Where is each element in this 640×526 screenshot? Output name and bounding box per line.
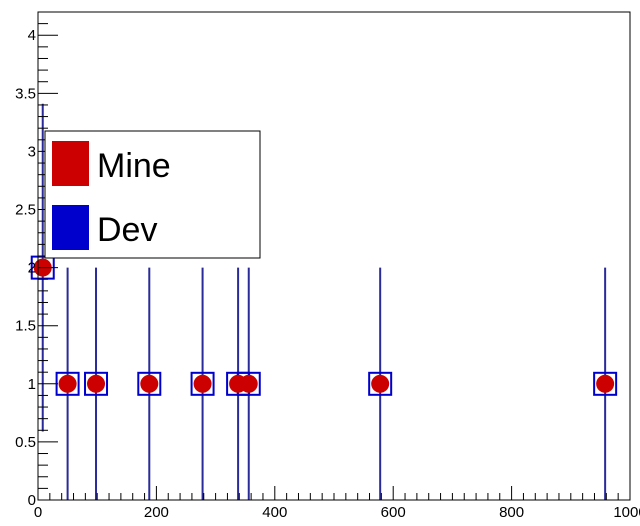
legend-swatch-dev [52,205,89,250]
y-tick-label: 1.5 [15,318,36,335]
y-tick-label: 1 [28,376,36,393]
x-tick-label: 200 [144,504,169,521]
x-tick-label: 800 [499,504,524,521]
mine-point [87,374,106,393]
legend-label-dev: Dev [97,211,157,249]
y-tick-label: 0 [28,492,36,509]
mine-point [239,374,258,393]
y-tick-label: 4 [28,27,36,44]
y-tick-label: 0.5 [15,434,36,451]
mine-point [58,374,77,393]
mine-point [193,374,212,393]
x-tick-label: 0 [34,504,42,521]
legend-label-mine: Mine [97,147,171,185]
x-tick-label: 600 [381,504,406,521]
mine-point [596,374,615,393]
y-tick-label: 3.5 [15,85,36,102]
axes [37,11,631,501]
mine-point [371,374,390,393]
y-tick-label: 2.5 [15,202,36,219]
dev-point [190,371,215,396]
legend: Mine Dev [44,130,261,259]
mine-point [140,374,159,393]
y-tick-label: 2 [28,260,36,277]
dev-point [593,371,618,396]
y-tick-label: 3 [28,143,36,160]
markers [30,255,618,396]
dev-point [84,371,109,396]
legend-swatch-mine [52,141,89,186]
x-tick-label: 400 [262,504,287,521]
dev-point [137,371,162,396]
dev-point [368,371,393,396]
